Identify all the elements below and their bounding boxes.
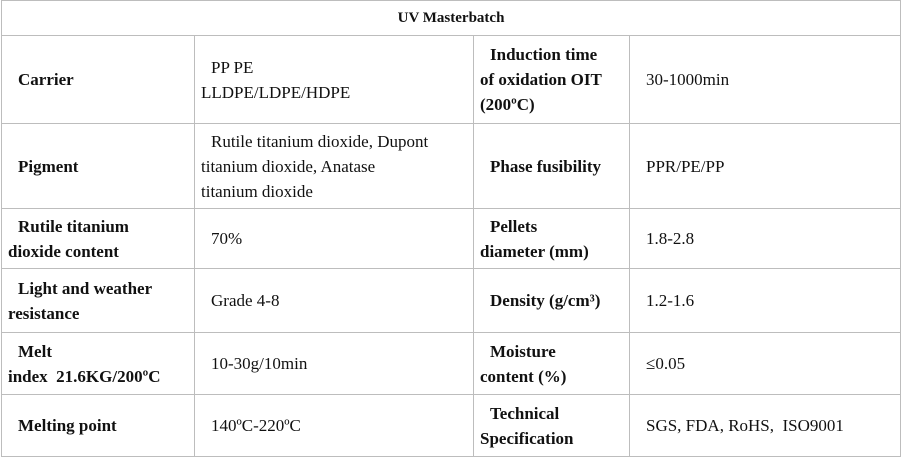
table-row: Melting point 140ºC-220ºC Technical Specifi… bbox=[1, 394, 901, 457]
cell-line: SGS, FDA, RoHS, ISO9001 bbox=[646, 416, 844, 435]
table-row: Melt index 21.6KG/200ºC 10-30g/10min Moistu… bbox=[1, 332, 901, 395]
cell-line: Phase fusibility bbox=[490, 156, 601, 176]
cell-line: Density (g/cm³) bbox=[490, 291, 601, 310]
property-value: PPR/PE/PP bbox=[628, 123, 901, 209]
cell-line: 1.2-1.6 bbox=[646, 291, 695, 310]
property-name: Moisture content (%) bbox=[473, 332, 630, 395]
property-name: Rutile titanium dioxide content bbox=[1, 208, 195, 269]
cell-line: titanium dioxide bbox=[201, 181, 313, 201]
cell-line: index 21.6KG/200ºC bbox=[8, 366, 161, 386]
property-value: 140ºC-220ºC bbox=[194, 394, 474, 457]
cell-line: Pigment bbox=[18, 156, 79, 176]
table-row: Rutile titanium dioxide content 70% Pellets… bbox=[1, 208, 901, 269]
property-value: 70% bbox=[194, 208, 474, 269]
property-name: Induction time of oxidation OIT (200ºC) bbox=[473, 35, 630, 124]
cell-line: Melt bbox=[18, 341, 52, 361]
cell-line: Pellets bbox=[490, 216, 538, 236]
table-row: Light and weather resistance Grade 4-8 Dens… bbox=[1, 268, 901, 333]
property-value: 1.8-2.8 bbox=[628, 208, 901, 269]
property-name: Carrier bbox=[1, 35, 195, 124]
property-value: 1.2-1.6 bbox=[628, 268, 901, 333]
cell-line: of oxidation OIT bbox=[480, 70, 602, 89]
cell-line: Melting point bbox=[18, 416, 117, 435]
property-value: ≤0.05 bbox=[628, 332, 901, 395]
property-name: Light and weather resistance bbox=[1, 268, 195, 333]
cell-line: 30-1000min bbox=[646, 70, 730, 89]
cell-line: 10-30g/10min bbox=[211, 354, 308, 373]
cell-line: 140ºC-220ºC bbox=[211, 416, 301, 435]
cell-line: Specification bbox=[480, 428, 574, 448]
cell-line: Rutile titanium dioxide, Dupont bbox=[211, 131, 429, 151]
property-name: Phase fusibility bbox=[473, 123, 630, 209]
property-value: Rutile titanium dioxide, Dupont titanium … bbox=[194, 123, 474, 209]
cell-line: 1.8-2.8 bbox=[646, 229, 695, 248]
cell-line: Technical bbox=[490, 403, 560, 423]
property-value: 30-1000min bbox=[628, 35, 901, 124]
cell-line: Induction time bbox=[490, 45, 598, 64]
property-name: Density (g/cm³) bbox=[473, 268, 630, 333]
property-value: Grade 4-8 bbox=[194, 268, 474, 333]
cell-line: (200ºC) bbox=[480, 95, 535, 114]
property-name: Melt index 21.6KG/200ºC bbox=[1, 332, 195, 395]
cell-line: Rutile titanium bbox=[18, 216, 129, 236]
cell-line: LLDPE/LDPE/HDPE bbox=[201, 82, 351, 102]
title-row: UV Masterbatch bbox=[0, 0, 901, 36]
property-name: Technical Specification bbox=[473, 394, 630, 457]
cell-line: dioxide content bbox=[8, 241, 119, 261]
property-value: 10-30g/10min bbox=[194, 332, 474, 395]
cell-line: titanium dioxide, Anatase bbox=[201, 156, 376, 176]
cell-line: resistance bbox=[8, 303, 80, 323]
cell-line: Grade 4-8 bbox=[211, 291, 280, 310]
cell-line: PPR/PE/PP bbox=[646, 156, 725, 176]
cell-line: Light and weather bbox=[18, 278, 153, 298]
property-value: SGS, FDA, RoHS, ISO9001 bbox=[628, 394, 901, 457]
cell-line: content (%) bbox=[480, 366, 567, 386]
table-row: Carrier PP PE LLDPE/LDPE/HDPE Induction tim… bbox=[1, 35, 901, 124]
cell-line: PP PE bbox=[211, 57, 254, 77]
cell-line: Carrier bbox=[18, 70, 74, 89]
cell-line: diameter (mm) bbox=[480, 241, 589, 261]
table-row: Pigment Rutile titanium dioxide, Dupont ti… bbox=[1, 123, 901, 209]
property-name: Pigment bbox=[1, 123, 195, 209]
property-value: PP PE LLDPE/LDPE/HDPE bbox=[194, 35, 474, 124]
property-name: Pellets diameter (mm) bbox=[473, 208, 630, 269]
property-name: Melting point bbox=[1, 394, 195, 457]
cell-line: 70% bbox=[211, 229, 243, 248]
cell-line: ≤0.05 bbox=[646, 354, 686, 373]
table-title: UV Masterbatch bbox=[0, 0, 901, 36]
cell-line: Moisture bbox=[490, 341, 556, 361]
